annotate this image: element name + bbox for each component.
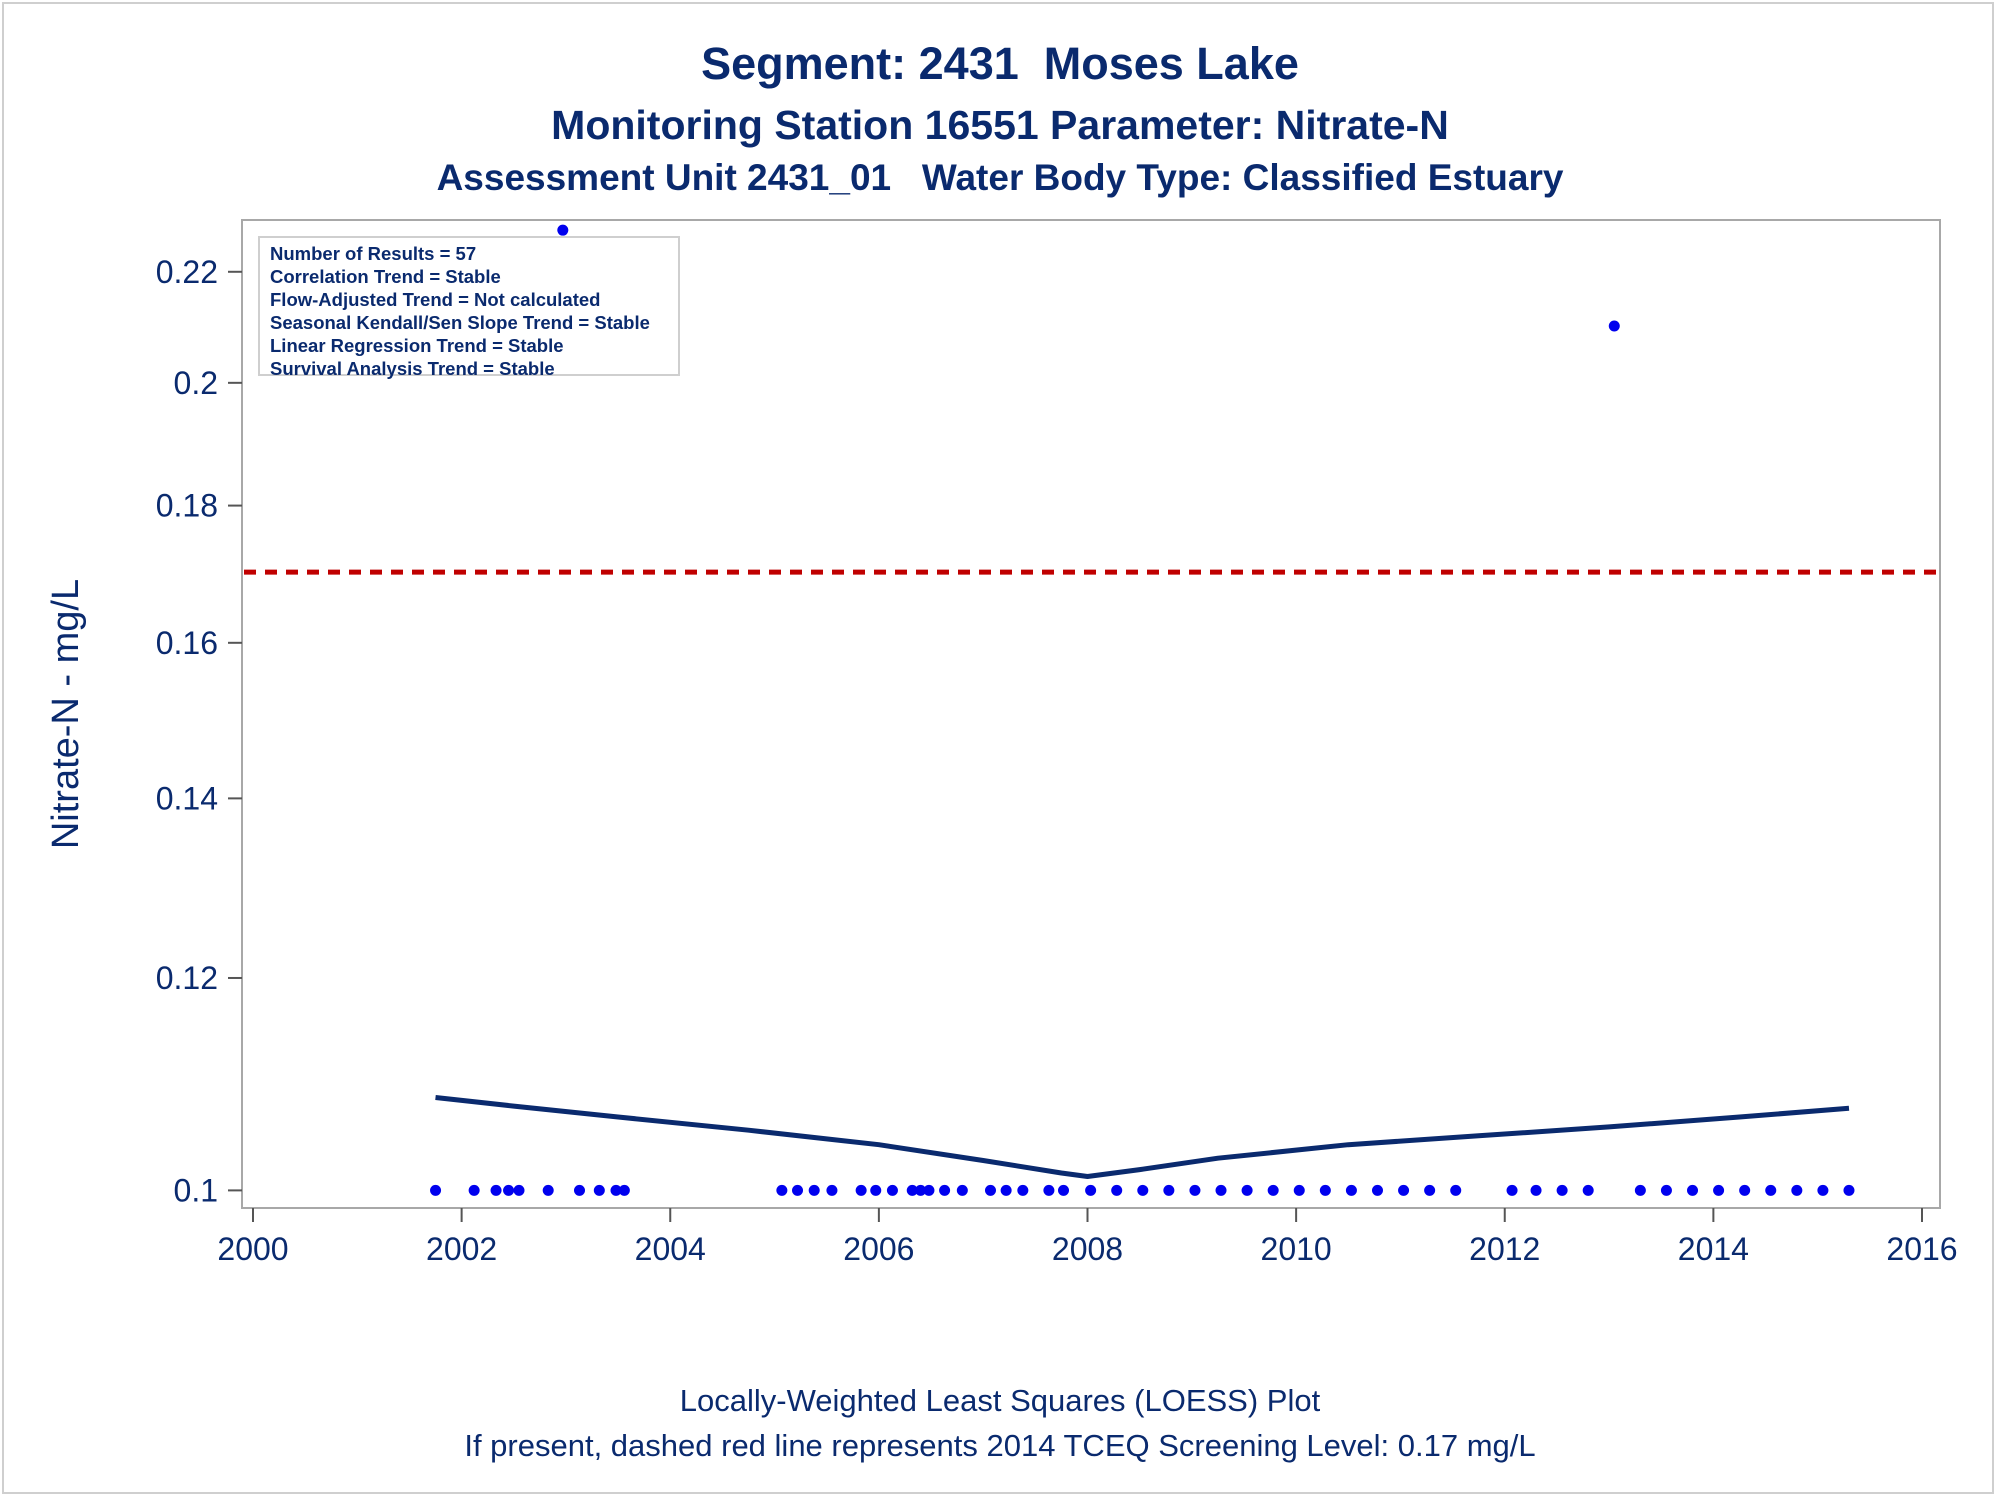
x-tick-label: 2004: [635, 1231, 706, 1267]
data-point: [915, 1184, 927, 1196]
data-point: [1608, 320, 1620, 332]
x-tick-label: 2002: [426, 1231, 497, 1267]
x-tick-label: 2008: [1052, 1231, 1123, 1267]
data-point: [513, 1184, 525, 1196]
data-point: [1000, 1184, 1012, 1196]
y-tick-label: 0.12: [156, 960, 218, 996]
chart-subtitle-station: Monitoring Station 16551 Parameter: Nitr…: [551, 102, 1449, 148]
loess-curve: [435, 1095, 1850, 1179]
data-point: [1843, 1184, 1855, 1196]
x-tick-label: 2012: [1469, 1231, 1540, 1267]
x-tick-label: 2016: [1886, 1231, 1957, 1267]
data-point: [855, 1184, 867, 1196]
data-point: [1189, 1184, 1201, 1196]
data-point: [906, 1184, 918, 1196]
data-point: [776, 1184, 788, 1196]
stat-correlation-trend: Correlation Trend = Stable: [270, 266, 501, 287]
data-point: [1017, 1184, 1029, 1196]
stats-box: Number of Results = 57 Correlation Trend…: [258, 236, 680, 379]
chart-title: Segment: 2431 Moses Lake: [701, 38, 1299, 89]
data-point: [1163, 1184, 1175, 1196]
data-point: [1424, 1184, 1436, 1196]
data-point: [618, 1184, 630, 1196]
footnote-loess: Locally-Weighted Least Squares (LOESS) P…: [679, 1383, 1321, 1418]
data-point: [1043, 1184, 1055, 1196]
data-point: [956, 1184, 968, 1196]
y-tick-label: 0.22: [156, 254, 218, 290]
data-point: [826, 1184, 838, 1196]
data-point: [1293, 1184, 1305, 1196]
y-tick-label: 0.16: [156, 625, 218, 661]
data-point: [1398, 1184, 1410, 1196]
data-point: [1556, 1184, 1568, 1196]
x-tick-label: 2000: [217, 1231, 288, 1267]
plot-area-border: [241, 219, 1941, 1209]
data-point: [1817, 1184, 1829, 1196]
data-point: [542, 1184, 554, 1196]
data-point: [1450, 1184, 1462, 1196]
data-point: [610, 1184, 622, 1196]
data-point: [1530, 1184, 1542, 1196]
y-tick-label: 0.2: [174, 365, 218, 401]
data-point: [1791, 1184, 1803, 1196]
data-point: [468, 1184, 480, 1196]
x-tick-label: 2006: [843, 1231, 914, 1267]
data-point: [984, 1184, 996, 1196]
y-tick-label: 0.1: [174, 1172, 218, 1208]
data-point: [1241, 1184, 1253, 1196]
data-point: [1085, 1184, 1097, 1196]
data-point: [1215, 1184, 1227, 1196]
stat-seasonal-kendall-trend: Seasonal Kendall/Sen Slope Trend = Stabl…: [270, 312, 650, 333]
data-point: [870, 1184, 882, 1196]
data-point: [1137, 1184, 1149, 1196]
data-point: [503, 1184, 515, 1196]
data-point: [1111, 1184, 1123, 1196]
data-point: [808, 1184, 820, 1196]
data-point: [430, 1184, 442, 1196]
x-tick-label: 2014: [1678, 1231, 1749, 1267]
data-point: [886, 1184, 898, 1196]
data-point: [923, 1184, 935, 1196]
data-point: [792, 1184, 804, 1196]
footnote-screening-level: If present, dashed red line represents 2…: [464, 1428, 1536, 1463]
data-point: [490, 1184, 502, 1196]
data-point: [1582, 1184, 1594, 1196]
chart-subtitle-assessment: Assessment Unit 2431_01 Water Body Type:…: [436, 157, 1564, 198]
stat-survival-analysis-trend: Survival Analysis Trend = Stable: [270, 358, 555, 379]
x-tick-label: 2010: [1261, 1231, 1332, 1267]
y-tick-label: 0.18: [156, 488, 218, 524]
data-point: [557, 224, 569, 236]
data-point: [1687, 1184, 1699, 1196]
data-point: [1765, 1184, 1777, 1196]
data-point: [1345, 1184, 1357, 1196]
y-tick-label: 0.14: [156, 780, 218, 816]
data-point: [1319, 1184, 1331, 1196]
data-point: [1267, 1184, 1279, 1196]
data-point: [593, 1184, 605, 1196]
data-point: [1058, 1184, 1070, 1196]
data-point: [1739, 1184, 1751, 1196]
data-point: [1634, 1184, 1646, 1196]
data-point: [1713, 1184, 1725, 1196]
data-point: [1371, 1184, 1383, 1196]
stat-number-of-results: Number of Results = 57: [270, 243, 477, 264]
stat-linear-regression-trend: Linear Regression Trend = Stable: [270, 335, 564, 356]
data-point: [1506, 1184, 1518, 1196]
data-point: [1660, 1184, 1672, 1196]
stat-flow-adjusted-trend: Flow-Adjusted Trend = Not calculated: [270, 289, 601, 310]
data-point: [939, 1184, 951, 1196]
data-point: [573, 1184, 585, 1196]
y-axis-label: Nitrate-N - mg/L: [45, 579, 87, 849]
